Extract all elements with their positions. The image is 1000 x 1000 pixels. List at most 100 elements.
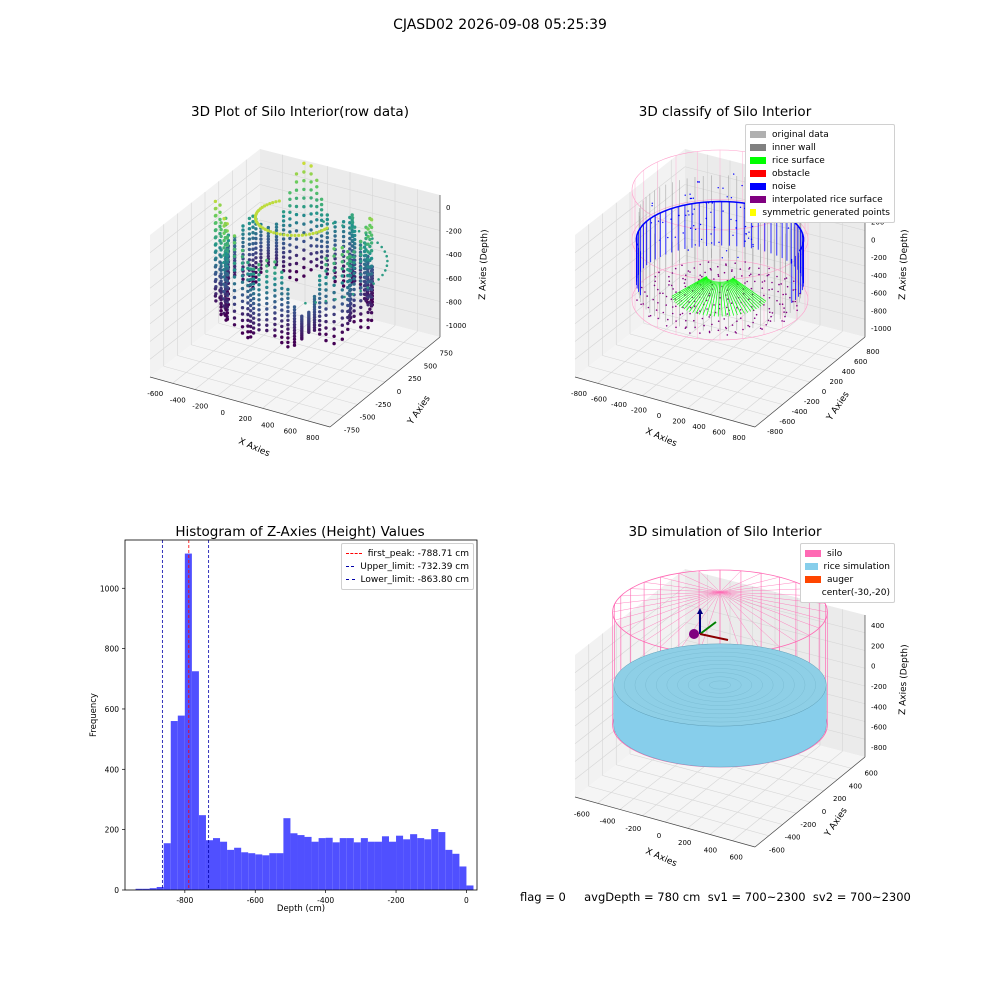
panel1-zlabel: Z Axies (Depth) [478,229,490,300]
data-point [302,213,306,218]
data-point [346,315,350,320]
histogram-bar [220,841,228,890]
data-point [259,259,263,263]
legend-item-interpolated: interpolated rice surface [750,193,890,206]
y-tick-label: 500 [424,362,437,370]
data-point [282,233,286,237]
data-point [222,217,226,221]
data-point [353,225,357,229]
data-point [369,280,374,284]
interp-point [736,320,738,322]
data-point [319,213,324,217]
panel1-data-points [213,161,389,349]
x-tick-label: 0 [464,896,469,905]
x-tick-label: -200 [192,403,208,411]
data-point [318,274,322,278]
silo-roof-wire [719,570,742,593]
data-point [251,301,256,306]
data-point [213,207,218,211]
z-tick-label: -600 [871,724,887,732]
interp-point [682,277,684,280]
data-point [247,258,252,262]
interp-point [739,268,742,270]
silo-roof-wire [719,591,797,642]
data-point [352,298,356,302]
data-point [213,257,218,262]
z-tick-label: 0 [871,236,875,244]
x-tick-label: -800 [176,896,193,905]
data-point [324,313,328,317]
data-point [251,267,256,271]
data-point [218,203,222,207]
interp-point [733,276,736,278]
data-point [318,296,322,301]
data-point [352,320,356,324]
noise-point [659,239,661,241]
data-point [325,235,329,240]
histogram-bar [184,553,192,890]
y-tick-label: -600 [769,847,785,855]
data-point [257,278,261,282]
data-point [302,257,306,261]
interp-point [744,261,746,263]
histogram-bar [339,838,347,890]
data-point [292,328,297,333]
data-point [340,295,344,299]
data-point [309,260,313,264]
interp-point [681,264,683,267]
data-point [280,308,284,312]
data-point [246,307,250,311]
data-point [286,301,290,305]
data-point [332,276,336,280]
data-point [280,335,284,339]
data-point [273,317,277,321]
figure-title: CJASD02 2026-09-08 05:25:39 [393,17,607,33]
rice-line [710,281,718,317]
interp-point [658,271,660,274]
noise-point [730,218,732,221]
x-tick-label: -600 [591,395,607,403]
silo-roof-wire [719,576,780,593]
interp-point [731,270,733,272]
y-tick-label: -200 [800,821,816,829]
data-point [280,281,284,285]
data-point [315,211,319,215]
histogram-bar [318,838,326,890]
data-point [366,265,370,269]
data-point [246,335,250,340]
data-point [232,275,237,279]
y-tick-label: 600 [105,705,120,714]
data-point [348,231,352,235]
noise-point [651,202,653,204]
interp-point [771,281,773,284]
silo-roof-wire [630,588,721,593]
data-point [364,293,368,297]
rice-line [722,281,731,317]
legend-item-rice-surface: rice surface [750,154,890,167]
data-point [348,264,352,268]
data-point [292,317,297,321]
data-point [241,228,245,232]
noise-point [700,238,703,241]
data-point [341,264,346,268]
y-tick-label: 0 [822,808,826,816]
data-point [266,237,270,241]
interp-point [768,297,771,299]
data-point [266,254,270,259]
data-point [219,301,223,306]
interp-point [713,278,715,280]
interp-point [785,277,788,279]
z-tick-label: -800 [446,299,462,307]
data-point [286,314,290,318]
interp-point [662,311,665,314]
interp-point [693,267,696,269]
gridline [657,312,838,360]
z-tick-label: 0 [871,663,875,671]
floor-pane [150,291,440,427]
rice-line [686,279,712,311]
data-point [251,316,256,320]
data-point [319,202,324,207]
interp-point [648,315,650,318]
histogram-bar [262,855,270,890]
y-tick-label: 400 [849,782,862,790]
